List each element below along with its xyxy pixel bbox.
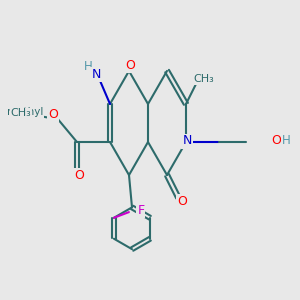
Text: O: O <box>48 108 58 121</box>
Text: H: H <box>84 59 92 73</box>
Text: F: F <box>137 204 145 217</box>
Text: N: N <box>182 134 192 148</box>
Text: O: O <box>272 134 281 148</box>
Text: CH₃: CH₃ <box>193 74 214 84</box>
Text: O: O <box>178 195 187 208</box>
Text: CH₃: CH₃ <box>11 108 32 118</box>
Text: O: O <box>125 59 135 72</box>
Text: H: H <box>282 134 291 148</box>
Text: N: N <box>91 68 101 80</box>
Text: O: O <box>74 169 84 182</box>
Text: methyl: methyl <box>7 107 43 117</box>
